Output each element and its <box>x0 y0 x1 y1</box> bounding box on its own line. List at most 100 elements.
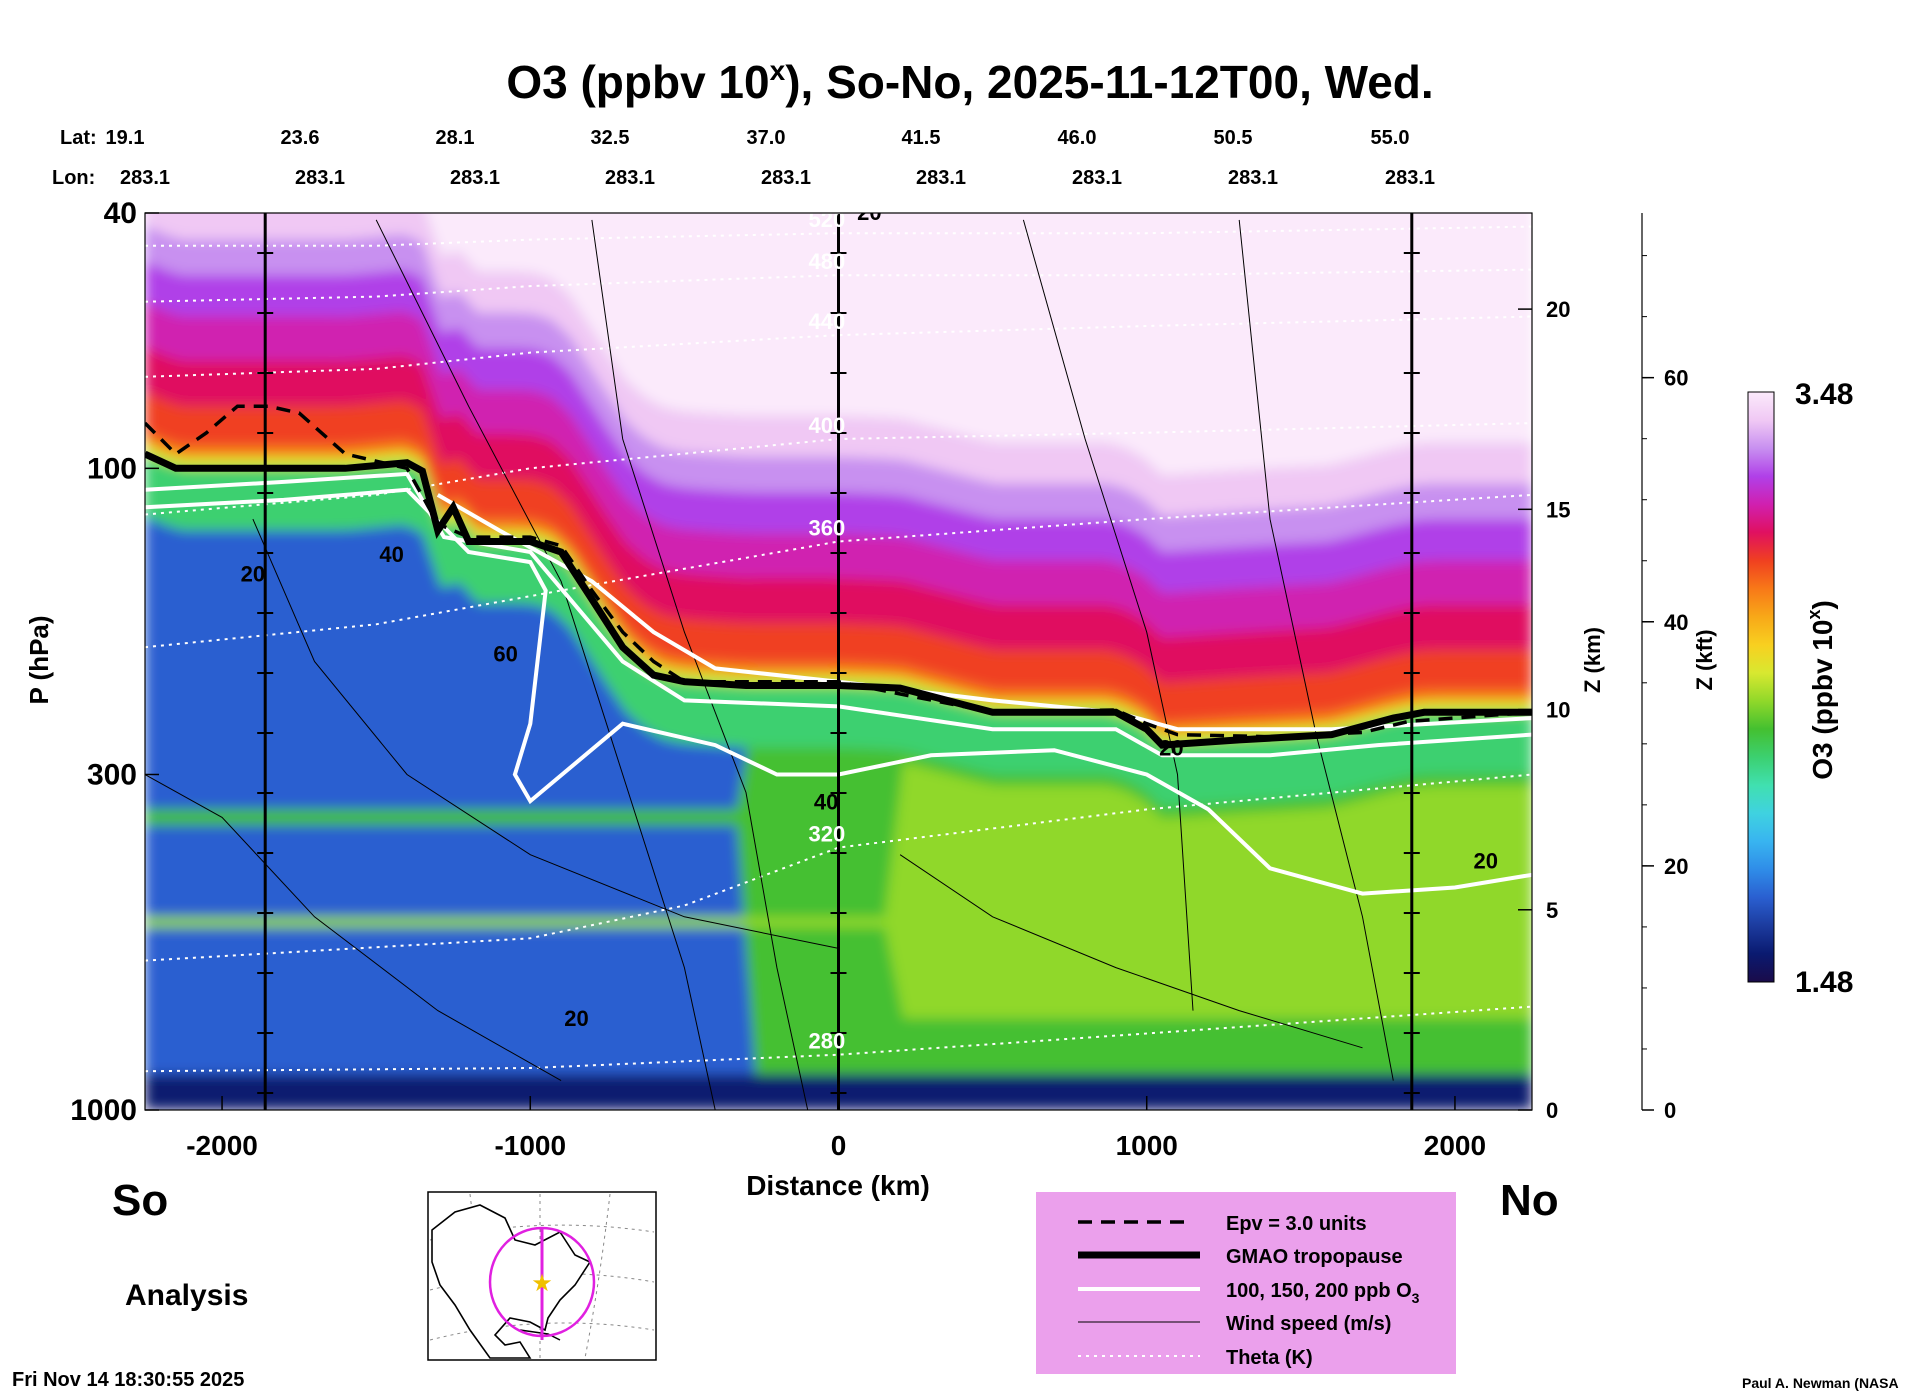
epv-line <box>145 404 1532 739</box>
lon-value: 283.1 <box>916 167 966 189</box>
z-km-axis-label: Z (km) <box>1580 627 1605 693</box>
south-label: So <box>112 1176 168 1225</box>
wind-speed-label: 20 <box>1474 848 1498 873</box>
ozone-contour-150 <box>145 471 1532 758</box>
map-caribbean <box>519 1329 561 1341</box>
ozone-color-field <box>145 213 1532 1110</box>
legend-label-tropopause: GMAO tropopause <box>1226 1246 1403 1268</box>
lat-value: 55.0 <box>1371 127 1410 149</box>
z-kft-tick-label: 60 <box>1664 366 1688 391</box>
z-km-tick-label: 5 <box>1546 898 1558 923</box>
wind-speed-label: 20 <box>564 1006 588 1031</box>
lon-header-label: Lon: <box>52 167 95 189</box>
theta-label: 440 <box>809 309 846 334</box>
lat-value: 46.0 <box>1058 127 1097 149</box>
z-km-tick-label: 0 <box>1546 1098 1558 1123</box>
theta-label: 520 <box>809 207 846 232</box>
x-tick-label: -2000 <box>186 1130 258 1161</box>
wind-speed-label: 40 <box>814 789 838 814</box>
map-coastline <box>431 1204 592 1359</box>
ozone-band-strat <box>426 213 1532 476</box>
y-tick-label: 100 <box>87 452 137 485</box>
wind-speed-label: 20 <box>241 561 265 586</box>
z-kft-tick-label: 40 <box>1664 610 1688 635</box>
location-map: ★ <box>427 1191 657 1361</box>
wind-speed-label: 60 <box>493 642 517 667</box>
north-label: No <box>1500 1176 1559 1225</box>
theta-line <box>145 493 1532 649</box>
z-kft-tick-label: 20 <box>1664 854 1688 879</box>
z-km-tick-label: 10 <box>1546 698 1570 723</box>
lat-value: 28.1 <box>436 127 475 149</box>
theta-line <box>145 225 1532 247</box>
z-kft-tick-label: 0 <box>1664 1098 1676 1123</box>
lat-value: 23.6 <box>281 127 320 149</box>
theta-line <box>145 315 1532 378</box>
y-tick-label: 40 <box>104 197 137 230</box>
lat-value: 50.5 <box>1214 127 1253 149</box>
credit-label: Paul A. Newman (NASA <box>1742 1375 1899 1391</box>
lat-value: 19.1 <box>106 127 145 149</box>
legend-label-wind: Wind speed (m/s) <box>1226 1313 1391 1335</box>
plot-area: 20 40 60 40 20 20 20 20 280 320 360 400 440 480 520 <box>145 200 1532 1110</box>
lat-value: 37.0 <box>747 127 786 149</box>
y-axis-label: P (hPa) <box>24 615 54 704</box>
ozone-band-green-north <box>145 762 1532 1019</box>
theta-label: 480 <box>809 249 846 274</box>
z-km-tick-label: 15 <box>1546 497 1570 522</box>
timestamp: Fri Nov 14 18:30:55 2025 <box>12 1369 244 1391</box>
lon-value: 283.1 <box>761 167 811 189</box>
wind-speed-label: 40 <box>379 542 403 567</box>
lat-vertical-lines <box>257 213 1420 1110</box>
x-tick-label: 1000 <box>1116 1130 1178 1161</box>
theta-line <box>145 422 1532 516</box>
legend-label-ozone: 100, 150, 200 ppb O3 <box>1226 1280 1420 1306</box>
x-tick-label: 2000 <box>1424 1130 1486 1161</box>
wind-speed-line <box>591 219 809 1110</box>
y-axis: 40 100 300 1000 <box>70 197 159 1127</box>
chart-title: O3 (ppbv 10x), So-No, 2025-11-12T00, Wed… <box>506 55 1433 108</box>
legend-label-theta: Theta (K) <box>1226 1347 1313 1369</box>
lon-value: 283.1 <box>1072 167 1122 189</box>
wind-speed-line <box>145 774 562 1082</box>
wind-speed-label: 20 <box>857 200 881 225</box>
theta-labels: 280 320 360 400 440 480 520 <box>809 207 846 1054</box>
theta-label: 360 <box>809 515 846 540</box>
lon-value: 283.1 <box>1228 167 1278 189</box>
theta-contours <box>145 225 1532 1073</box>
tropopause-line <box>145 450 1532 749</box>
lon-value: 283.1 <box>295 167 345 189</box>
theta-line <box>145 268 1532 303</box>
lat-value: 32.5 <box>591 127 630 149</box>
wind-speed-line <box>375 219 716 1110</box>
ozone-contour-100 <box>145 487 1532 896</box>
z-km-axis: 0 5 10 15 20 <box>1518 297 1570 1123</box>
legend: Epv = 3.0 units GMAO tropopause 100, 150… <box>1036 1192 1456 1374</box>
theta-line <box>145 1005 1532 1073</box>
colorbar-label: O3 (ppbv 10x) <box>1804 600 1838 780</box>
x-axis-label: Distance (km) <box>746 1170 930 1201</box>
theta-label: 400 <box>809 413 846 438</box>
z-km-tick-label: 20 <box>1546 297 1570 322</box>
map-center-star-icon: ★ <box>531 1270 553 1297</box>
ozone-band-strat <box>145 213 1532 517</box>
x-tick-label: -1000 <box>494 1130 566 1161</box>
z-kft-axis: 0 20 40 60 <box>1641 213 1688 1123</box>
colorbar <box>1747 391 1775 983</box>
legend-label-epv: Epv = 3.0 units <box>1226 1213 1367 1235</box>
wind-speed-line <box>252 518 839 949</box>
wind-speed-labels: 20 40 60 40 20 20 20 20 <box>241 200 1498 1031</box>
lon-value: 283.1 <box>450 167 500 189</box>
wind-speed-label: 20 <box>1159 735 1183 760</box>
theta-label: 280 <box>809 1029 846 1054</box>
lon-value: 283.1 <box>120 167 170 189</box>
lon-value: 283.1 <box>1385 167 1435 189</box>
y-tick-label: 1000 <box>70 1094 137 1127</box>
wind-speed-line <box>899 854 1363 1049</box>
lat-header-label: Lat: <box>60 127 97 149</box>
colorbar-max-label: 3.48 <box>1795 378 1853 411</box>
x-axis: -2000 -1000 0 1000 2000 <box>186 1096 1486 1161</box>
lat-value: 41.5 <box>902 127 941 149</box>
y-tick-label: 300 <box>87 758 137 791</box>
